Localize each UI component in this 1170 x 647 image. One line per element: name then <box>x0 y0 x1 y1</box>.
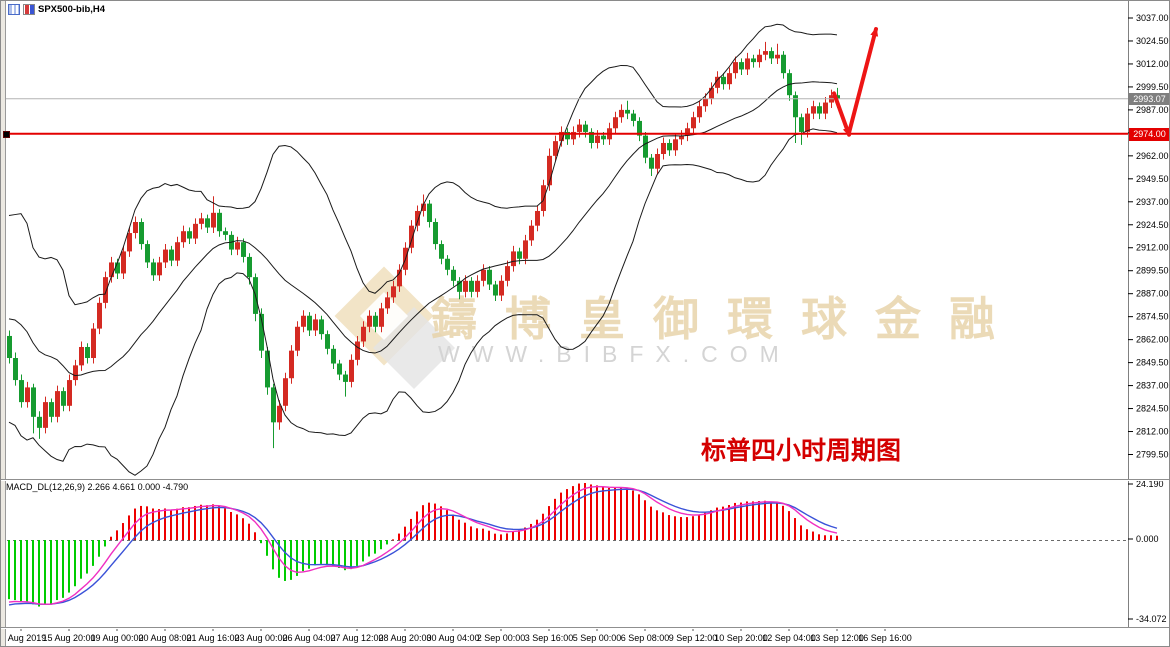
current-price-tag: 2993.07 <box>1129 93 1169 105</box>
trend-arrow <box>832 91 851 137</box>
price-tick-label: 2937.00 <box>1136 197 1169 207</box>
time-tick-label: 30 Aug 04:00 <box>426 633 479 643</box>
time-tick-label: 12 Sep 04:00 <box>762 633 816 643</box>
hline-price-tag: 2974.00 <box>1129 128 1169 141</box>
watermark-brand-text: 鑄博皇御環球金融 <box>431 293 1023 345</box>
price-tick-label: 2987.00 <box>1136 105 1169 115</box>
price-tick-label: 2912.00 <box>1136 243 1169 253</box>
price-tick-label: 2812.00 <box>1136 427 1169 437</box>
macd-tick-label: 0.000 <box>1136 534 1159 544</box>
candle-chart-icon <box>23 4 35 15</box>
price-tick-label: 3012.00 <box>1136 59 1169 69</box>
time-axis-separator <box>1 627 1169 629</box>
watermark: 鑄博皇御環球金融 WWW.BIBFX.COM <box>1 1 1128 478</box>
macd-tick-label: -34.072 <box>1136 614 1167 624</box>
time-tick-label: 13 Sep 12:00 <box>810 633 864 643</box>
time-tick-label: 2 Sep 00:00 <box>477 633 526 643</box>
price-tick-label: 2887.00 <box>1136 289 1169 299</box>
time-tick-label: 21 Aug 16:00 <box>186 633 239 643</box>
time-tick-label: 28 Aug 20:00 <box>378 633 431 643</box>
time-tick-label: 27 Aug 12:00 <box>330 633 383 643</box>
price-tick-label: 3037.00 <box>1136 13 1169 23</box>
time-tick-label: 20 Aug 08:00 <box>138 633 191 643</box>
price-tick-label: 2849.50 <box>1136 358 1169 368</box>
symbol-timeframe-label: SPX500-bib,H4 <box>38 4 106 15</box>
pane-separator[interactable] <box>1 479 1169 481</box>
trend-arrow <box>847 27 879 135</box>
time-tick-label: 3 Sep 16:00 <box>525 633 574 643</box>
time-tick-label: 5 Sep 00:00 <box>573 633 622 643</box>
price-tick-label: 2837.00 <box>1136 381 1169 391</box>
price-tick-label: 2999.50 <box>1136 82 1169 92</box>
time-tick-label: 10 Sep 20:00 <box>714 633 768 643</box>
bar-chart-icon <box>8 4 20 15</box>
hline-drag-handle[interactable] <box>3 131 10 138</box>
macd-blue-line <box>8 488 838 606</box>
price-tick-label: 2874.50 <box>1136 312 1169 322</box>
time-tick-label: 15 Aug 20:00 <box>42 633 95 643</box>
price-tick-label: 3024.50 <box>1136 36 1169 46</box>
price-tick-label: 2924.50 <box>1136 220 1169 230</box>
price-tick-label: 2824.50 <box>1136 404 1169 414</box>
macd-layer <box>1 483 1128 607</box>
macd-magenta-line <box>8 485 838 605</box>
time-tick-label: 9 Sep 12:00 <box>669 633 718 643</box>
time-tick-label: 6 Sep 08:00 <box>621 633 670 643</box>
window-left-border <box>1 1 6 646</box>
time-tick-label: 14 Aug 2019 <box>1 633 46 643</box>
price-tick-label: 2949.50 <box>1136 174 1169 184</box>
macd-tick-label: 24.190 <box>1136 479 1164 489</box>
time-tick-label: 19 Aug 00:00 <box>90 633 143 643</box>
candles-layer <box>7 41 840 449</box>
price-tick-label: 2862.00 <box>1136 335 1169 345</box>
symbol-label-row: SPX500-bib,H4 <box>8 4 105 15</box>
macd-indicator-label: MACD_DL(12,26,9) 2.266 4.661 0.000 -4.79… <box>6 482 189 492</box>
price-tick-label: 2799.50 <box>1136 450 1169 460</box>
time-tick-label: 26 Aug 04:00 <box>282 633 335 643</box>
chart-caption-annotation[interactable]: 标普四小时周期图 <box>701 437 902 465</box>
price-tick-label: 2962.00 <box>1136 151 1169 161</box>
price-tick-label: 2899.50 <box>1136 266 1169 276</box>
time-tick-label: 16 Sep 16:00 <box>858 633 912 643</box>
time-tick-label: 23 Aug 00:00 <box>234 633 287 643</box>
watermark-url-text: WWW.BIBFX.COM <box>438 341 791 367</box>
